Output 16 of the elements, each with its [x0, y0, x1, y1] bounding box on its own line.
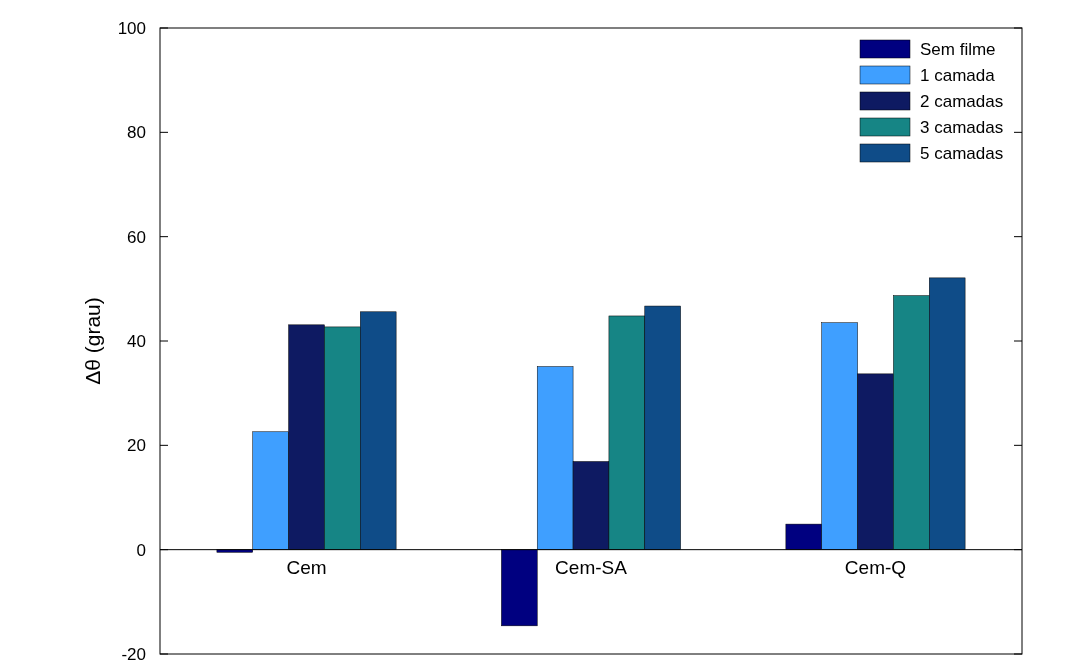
x-tick-label: Cem-SA [555, 556, 628, 578]
y-tick-label: 40 [127, 331, 146, 351]
legend-label: 5 camadas [920, 143, 1004, 163]
y-axis-title: Δθ (grau) [81, 297, 104, 385]
legend-label: 3 camadas [920, 117, 1004, 137]
legend-label: Sem filme [920, 39, 996, 59]
y-tick-label: 60 [127, 227, 146, 247]
y-tick-label: 0 [136, 540, 146, 560]
y-tick-label: -20 [121, 644, 146, 661]
x-tick-label: Cem-Q [844, 556, 907, 578]
y-tick-label: 80 [127, 123, 146, 143]
legend-label: 2 camadas [920, 91, 1004, 111]
legend-label: 1 camada [920, 65, 996, 85]
y-tick-label: 100 [117, 18, 146, 38]
x-tick-label: Cem [286, 556, 327, 578]
y-tick-label: 20 [127, 436, 146, 456]
